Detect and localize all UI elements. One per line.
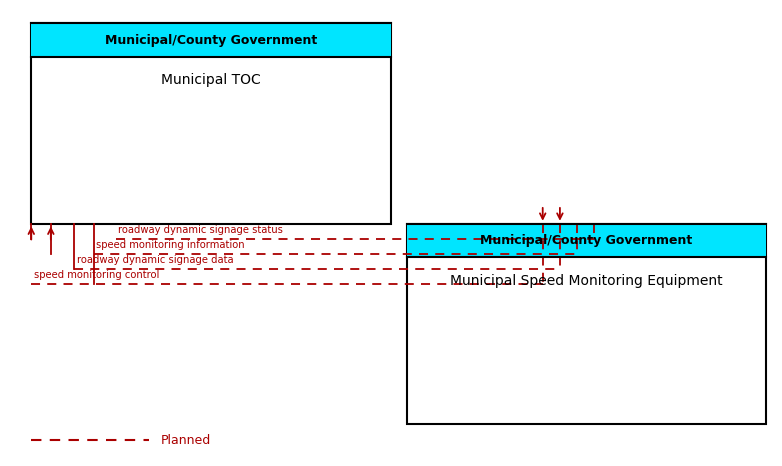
Text: Municipal TOC: Municipal TOC [161, 73, 261, 87]
Text: Municipal/County Government: Municipal/County Government [480, 234, 693, 247]
Bar [407, 224, 766, 257]
Text: Municipal/County Government: Municipal/County Government [105, 34, 317, 47]
Text: roadway dynamic signage status: roadway dynamic signage status [118, 226, 283, 235]
Text: Municipal Speed Monitoring Equipment: Municipal Speed Monitoring Equipment [450, 274, 723, 288]
Bar [407, 224, 766, 424]
Text: speed monitoring information: speed monitoring information [96, 240, 245, 250]
Text: Planned: Planned [160, 434, 210, 447]
Text: roadway dynamic signage data: roadway dynamic signage data [77, 255, 233, 265]
Bar [31, 23, 391, 57]
Text: speed monitoring control: speed monitoring control [34, 270, 159, 280]
Bar [31, 23, 391, 224]
